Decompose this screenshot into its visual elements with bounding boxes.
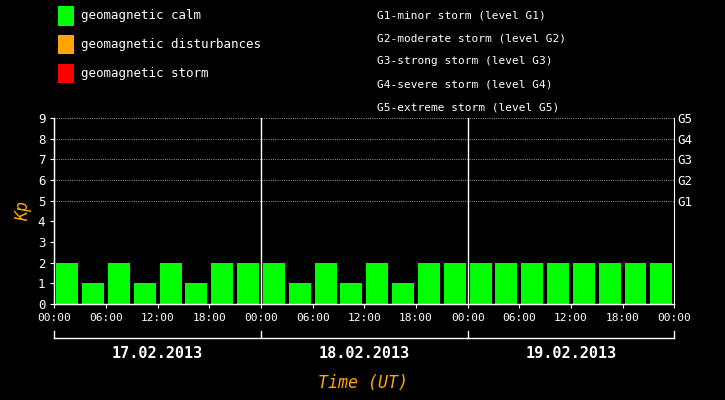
Bar xyxy=(418,263,440,304)
Text: geomagnetic storm: geomagnetic storm xyxy=(81,67,209,80)
Bar xyxy=(624,263,647,304)
Bar xyxy=(599,263,621,304)
Bar xyxy=(263,263,285,304)
Text: 17.02.2013: 17.02.2013 xyxy=(112,346,203,362)
Text: G1-minor storm (level G1): G1-minor storm (level G1) xyxy=(377,10,546,20)
Bar xyxy=(650,263,672,304)
Bar xyxy=(366,263,388,304)
Bar xyxy=(470,263,492,304)
Bar xyxy=(521,263,543,304)
Y-axis label: Kp: Kp xyxy=(14,201,33,221)
Bar xyxy=(134,283,156,304)
Bar xyxy=(82,283,104,304)
Text: 18.02.2013: 18.02.2013 xyxy=(319,346,410,362)
Bar xyxy=(57,263,78,304)
Bar xyxy=(186,283,207,304)
Bar xyxy=(547,263,569,304)
Bar xyxy=(315,263,336,304)
Text: 19.02.2013: 19.02.2013 xyxy=(526,346,616,362)
Text: geomagnetic calm: geomagnetic calm xyxy=(81,10,202,22)
Bar xyxy=(341,283,362,304)
Bar xyxy=(160,263,181,304)
Text: G5-extreme storm (level G5): G5-extreme storm (level G5) xyxy=(377,103,559,113)
Bar xyxy=(392,283,414,304)
Bar xyxy=(289,283,311,304)
Text: G4-severe storm (level G4): G4-severe storm (level G4) xyxy=(377,80,552,90)
Bar xyxy=(108,263,130,304)
Text: geomagnetic disturbances: geomagnetic disturbances xyxy=(81,38,261,51)
Bar xyxy=(237,263,259,304)
Text: G3-strong storm (level G3): G3-strong storm (level G3) xyxy=(377,56,552,66)
Bar xyxy=(495,263,518,304)
Text: G2-moderate storm (level G2): G2-moderate storm (level G2) xyxy=(377,33,566,43)
Bar xyxy=(444,263,465,304)
Bar xyxy=(211,263,233,304)
Text: Time (UT): Time (UT) xyxy=(318,374,407,392)
Bar xyxy=(573,263,594,304)
